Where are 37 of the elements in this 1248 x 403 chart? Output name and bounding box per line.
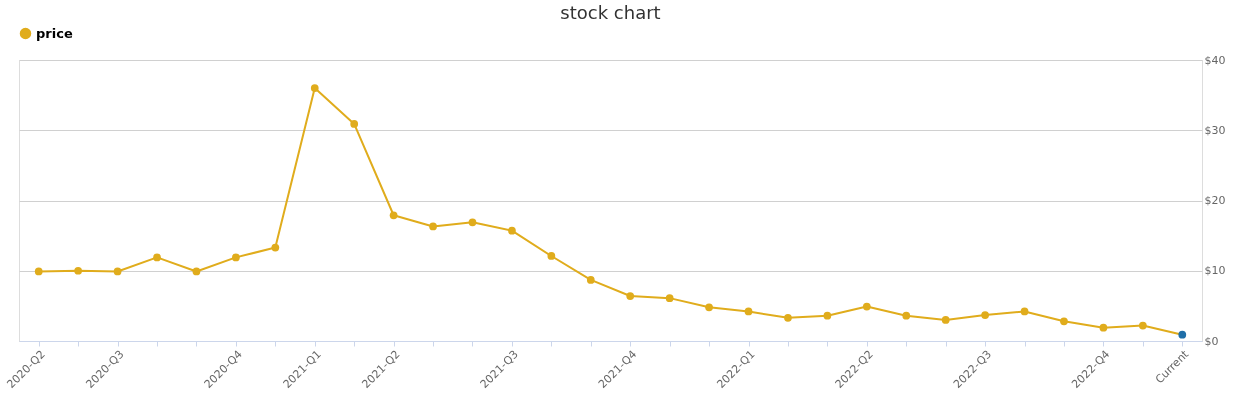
point: [232, 253, 240, 262]
point: [665, 294, 674, 303]
point: [153, 253, 161, 262]
point: [744, 307, 753, 316]
y-tick-label: $10: [1204, 264, 1226, 278]
point: [468, 218, 477, 227]
point: [508, 226, 516, 235]
point: [271, 243, 280, 252]
point: [1178, 330, 1187, 339]
point: [310, 84, 319, 92]
point: [1099, 323, 1108, 332]
point: [547, 252, 556, 260]
point: [429, 222, 437, 231]
point: [113, 267, 122, 276]
y-tick-label: $20: [1204, 194, 1226, 207]
point: [74, 266, 83, 275]
point: [902, 311, 911, 320]
point: [981, 311, 989, 319]
point: [389, 211, 398, 220]
point: [941, 316, 950, 324]
y-tick-label: $30: [1204, 123, 1226, 137]
point: [823, 311, 832, 320]
point: [1020, 307, 1029, 316]
point: [862, 302, 871, 311]
point: [1060, 317, 1068, 326]
point: [350, 120, 359, 128]
point: [586, 276, 595, 284]
y-tick-label: $0: [1204, 334, 1219, 348]
point: [192, 267, 201, 276]
point: [705, 303, 713, 312]
point: [1138, 321, 1147, 330]
point: [626, 292, 635, 300]
point: [784, 313, 792, 322]
y-tick-label: $40: [1204, 53, 1226, 67]
legend-label: price: [36, 25, 73, 41]
point: [34, 267, 43, 276]
chart-title: stock chart: [560, 2, 661, 23]
